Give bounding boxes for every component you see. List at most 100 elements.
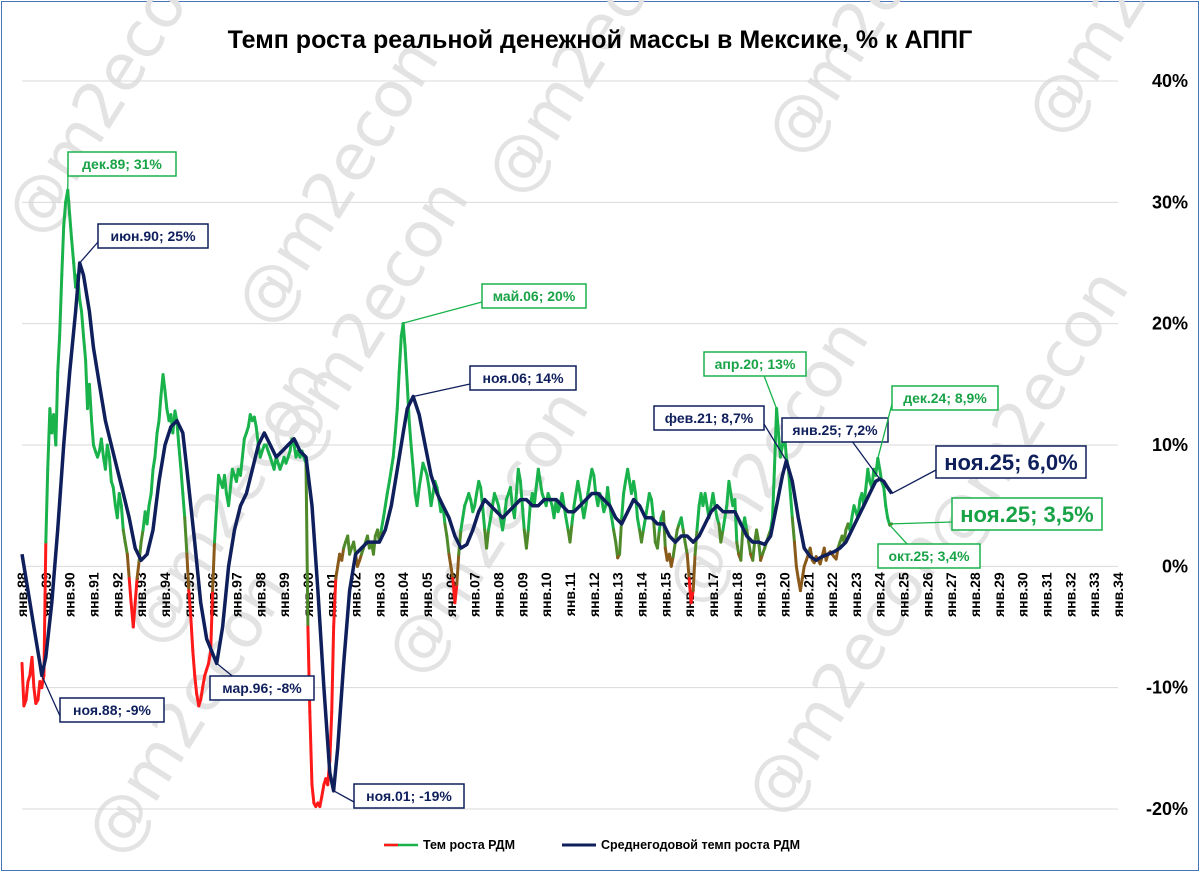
growth-segment: [240, 437, 246, 459]
growth-segment: [721, 516, 727, 532]
growth-segment: [586, 479, 592, 496]
x-axis-ticks: янв.88янв.89янв.90янв.91янв.92янв.93янв.…: [14, 572, 1126, 617]
growth-segment: [417, 473, 423, 489]
growth-segment: [481, 504, 487, 532]
growth-segment: [401, 322, 407, 350]
growth-segment: [455, 552, 461, 587]
growth-segment: [733, 498, 739, 544]
growth-segment: [163, 388, 169, 411]
growth-segment: [778, 443, 785, 459]
growth-segment: [425, 473, 431, 489]
annotation-leader: [41, 675, 61, 717]
annotation-box: [653, 405, 765, 431]
growth-segment: [661, 510, 667, 550]
growth-segment: [695, 504, 701, 532]
annotation-label: ноя.88; -9%: [73, 702, 151, 718]
growth-segment: [179, 467, 185, 496]
annotation-label: окт.25; 3,4%: [888, 548, 970, 564]
growth-segment: [411, 467, 417, 496]
chart-title: Темп роста реальной денежной массы в Мек…: [228, 26, 973, 54]
growth-segment: [151, 455, 157, 471]
x-tick-label: янв.23: [848, 572, 864, 617]
y-tick-label: 30%: [1152, 192, 1188, 212]
growth-segment: [790, 516, 796, 544]
annotation-callout: янв.25; 7,2%: [781, 417, 889, 480]
annotation-callout: фев.21; 8,7%: [653, 405, 787, 462]
growth-segment: [403, 346, 409, 386]
x-tick-label: янв.91: [85, 572, 101, 617]
growth-segment: [189, 613, 195, 653]
x-tick-label: янв.18: [729, 572, 745, 617]
annotation-box: [935, 445, 1087, 479]
annotation-box: [703, 351, 807, 377]
growth-segment: [90, 419, 95, 447]
growth-segment: [99, 437, 105, 459]
x-tick-label: янв.09: [514, 572, 530, 617]
x-tick-label: янв.17: [705, 572, 721, 617]
annotation-box: [891, 385, 999, 411]
annotation-box: [877, 543, 981, 569]
growth-segment: [693, 528, 699, 556]
x-tick-label: янв.25: [896, 572, 912, 617]
annotation-callout: ноя.25; 6,0%: [891, 445, 1087, 495]
growth-segment: [213, 504, 219, 544]
growth-segment: [389, 455, 395, 471]
growth-segment: [536, 467, 542, 483]
growth-segment: [119, 504, 125, 532]
x-tick-label: янв.19: [753, 572, 769, 617]
y-tick-label: -10%: [1146, 678, 1188, 698]
y-tick-label: 0%: [1162, 556, 1188, 576]
x-tick-label: янв.29: [991, 572, 1007, 617]
growth-segment: [155, 419, 161, 435]
growth-segment: [223, 473, 228, 496]
x-tick-label: янв.30: [1015, 572, 1031, 617]
growth-segment: [620, 492, 626, 520]
growth-segment: [185, 552, 191, 593]
growth-segment: [792, 540, 798, 568]
growth-segment: [524, 528, 530, 550]
annotation-leader: [79, 241, 99, 264]
growth-segment: [123, 540, 129, 556]
x-tick-label: янв.06: [443, 572, 459, 617]
growth-segment: [161, 373, 167, 392]
x-tick-label: янв.98: [252, 572, 268, 617]
y-tick-label: 20%: [1152, 314, 1188, 334]
y-axis-ticks: -20% -10% 0% 10% 20% 30% 40%: [1146, 71, 1188, 819]
growth-segment: [606, 485, 612, 508]
growth-segment: [383, 492, 389, 508]
growth-segment: [181, 492, 187, 520]
growth-segment: [191, 649, 197, 678]
growth-segment: [568, 522, 574, 544]
growth-segment: [32, 686, 38, 705]
x-tick-label: янв.90: [62, 572, 78, 617]
annotation-label: апр.20; 13%: [715, 356, 796, 372]
annotation-box: [67, 151, 177, 177]
growth-segment: [622, 479, 628, 496]
growth-segment: [149, 467, 155, 496]
growth-segment: [187, 589, 193, 617]
growth-segment: [42, 540, 48, 678]
growth-segment: [121, 528, 127, 544]
growth-segment: [40, 674, 46, 690]
growth-segment: [387, 467, 393, 483]
growth-segment: [199, 686, 205, 702]
x-tick-label: янв.10: [538, 572, 554, 617]
growth-segment: [105, 443, 111, 459]
x-tick-label: янв.26: [919, 572, 935, 617]
growth-segment: [139, 528, 145, 544]
growth-segment: [884, 504, 890, 520]
growth-segment: [685, 552, 691, 580]
growth-segment: [78, 297, 84, 314]
growth-segment: [70, 237, 76, 265]
growth-segment: [634, 492, 639, 520]
growth-segment: [80, 310, 85, 338]
y-tick-label: -20%: [1146, 799, 1188, 819]
growth-segment: [308, 710, 314, 787]
annotation-box: [97, 223, 209, 249]
growth-segment: [145, 504, 151, 526]
growth-segment: [320, 783, 326, 799]
growth-segment: [771, 467, 776, 520]
x-tick-label: янв.07: [467, 572, 483, 617]
annotation-callout: апр.20; 13%: [703, 351, 807, 409]
